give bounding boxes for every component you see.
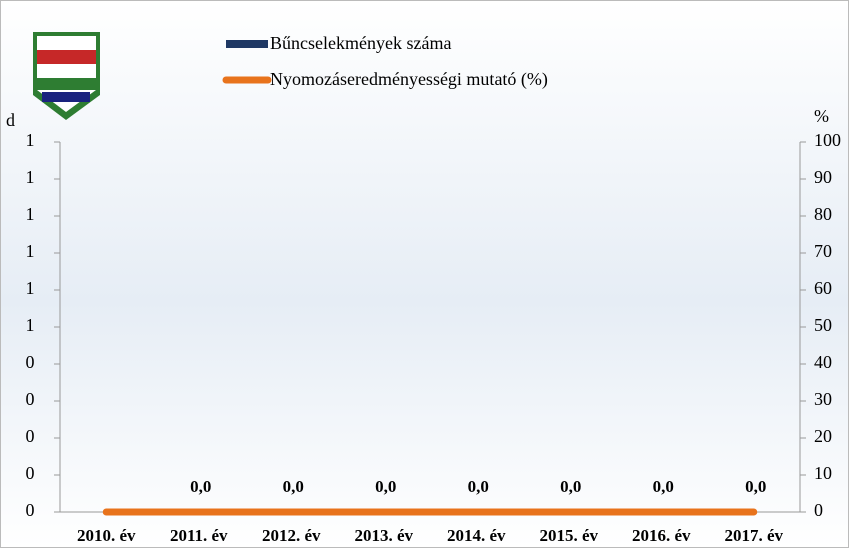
y-tick-label: 0 — [26, 389, 35, 409]
data-label: 0,0 — [283, 477, 304, 496]
chart: Bűncselekmények száma Nyomozáseredményes… — [0, 0, 849, 548]
y2-axis-label: % — [814, 106, 829, 126]
x-tick-label: 2011. év — [170, 526, 228, 545]
y2-tick-label: 100 — [814, 130, 841, 150]
data-label: 0,0 — [560, 477, 581, 496]
y-tick-label: 1 — [26, 130, 35, 150]
y2-tick-label: 80 — [814, 204, 832, 224]
y-tick-label: 1 — [26, 315, 35, 335]
y2-tick-label: 70 — [814, 241, 832, 261]
y-axis-label: d — [6, 110, 15, 130]
y2-tick-label: 30 — [814, 389, 832, 409]
legend-swatch — [226, 40, 268, 48]
data-label: 0,0 — [653, 477, 674, 496]
data-label: 0,0 — [745, 477, 766, 496]
y-tick-label: 0 — [26, 500, 35, 520]
x-tick-label: 2014. év — [447, 526, 506, 545]
y2-tick-label: 50 — [814, 315, 832, 335]
x-tick-label: 2013. év — [354, 526, 413, 545]
data-label: 0,0 — [190, 477, 211, 496]
y2-tick-label: 10 — [814, 463, 832, 483]
y-tick-label: 1 — [26, 167, 35, 187]
legend-label: Nyomozáseredményességi mutató (%) — [270, 69, 548, 90]
legend-label: Bűncselekmények száma — [270, 33, 451, 53]
y2-tick-label: 40 — [814, 352, 832, 372]
x-tick-label: 2012. év — [262, 526, 321, 545]
x-tick-label: 2015. év — [539, 526, 598, 545]
y-tick-label: 1 — [26, 278, 35, 298]
data-label: 0,0 — [468, 477, 489, 496]
x-tick-label: 2010. év — [77, 526, 136, 545]
x-tick-label: 2016. év — [632, 526, 691, 545]
y-tick-label: 1 — [26, 241, 35, 261]
y2-tick-label: 60 — [814, 278, 832, 298]
y-tick-label: 0 — [26, 426, 35, 446]
y2-tick-label: 20 — [814, 426, 832, 446]
x-tick-label: 2017. év — [724, 526, 783, 545]
y-tick-label: 0 — [26, 463, 35, 483]
y-tick-label: 0 — [26, 352, 35, 372]
data-label: 0,0 — [375, 477, 396, 496]
y2-tick-label: 0 — [814, 500, 823, 520]
y2-tick-label: 90 — [814, 167, 832, 187]
y-tick-label: 1 — [26, 204, 35, 224]
